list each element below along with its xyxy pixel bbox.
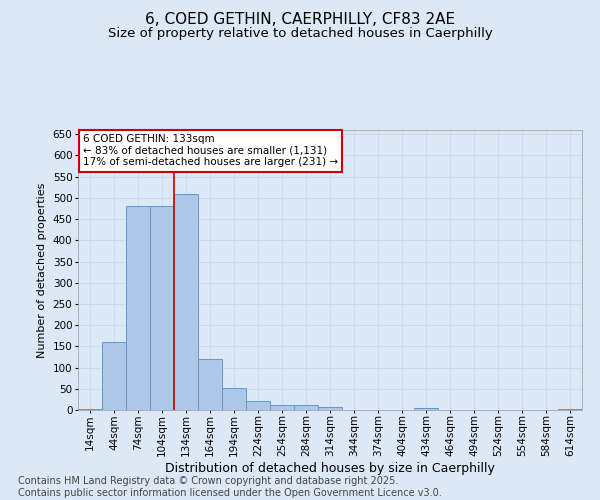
Bar — [318, 406, 342, 410]
Text: Size of property relative to detached houses in Caerphilly: Size of property relative to detached ho… — [107, 28, 493, 40]
Bar — [102, 342, 126, 410]
Bar — [150, 206, 174, 410]
Bar — [198, 359, 222, 410]
Bar — [294, 405, 318, 410]
Bar — [246, 400, 270, 410]
Text: Contains HM Land Registry data © Crown copyright and database right 2025.
Contai: Contains HM Land Registry data © Crown c… — [18, 476, 442, 498]
Y-axis label: Number of detached properties: Number of detached properties — [37, 182, 47, 358]
Bar — [222, 388, 246, 410]
Bar — [174, 194, 198, 410]
Bar — [78, 409, 102, 410]
Bar — [414, 408, 438, 410]
X-axis label: Distribution of detached houses by size in Caerphilly: Distribution of detached houses by size … — [165, 462, 495, 475]
Text: 6 COED GETHIN: 133sqm
← 83% of detached houses are smaller (1,131)
17% of semi-d: 6 COED GETHIN: 133sqm ← 83% of detached … — [83, 134, 338, 168]
Text: 6, COED GETHIN, CAERPHILLY, CF83 2AE: 6, COED GETHIN, CAERPHILLY, CF83 2AE — [145, 12, 455, 28]
Bar — [558, 408, 582, 410]
Bar — [126, 206, 150, 410]
Bar — [270, 405, 294, 410]
